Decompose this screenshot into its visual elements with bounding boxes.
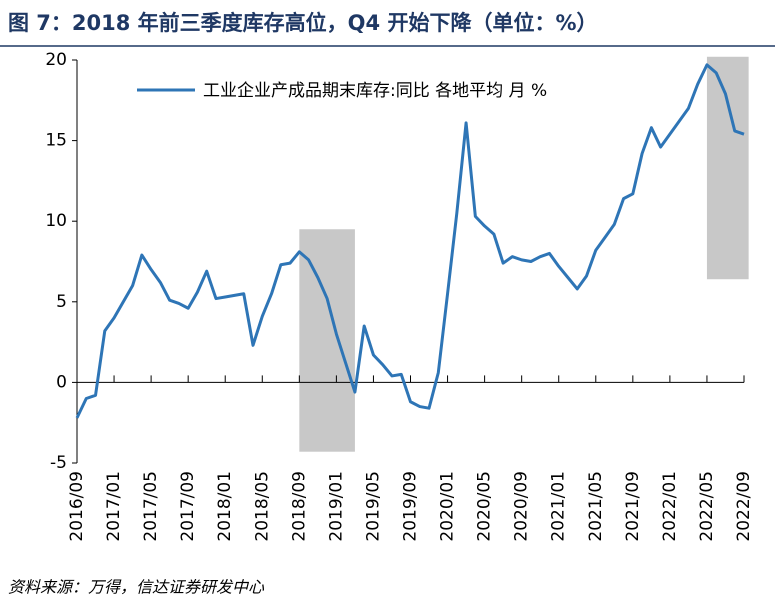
- x-tick-label: 2022/05: [697, 471, 717, 542]
- y-tick-label: 10: [45, 211, 67, 231]
- x-tick-label: 2017/01: [104, 471, 124, 542]
- x-tick-label: 2019/05: [363, 471, 383, 542]
- x-tick-label: 2017/09: [178, 471, 198, 542]
- legend-label: 工业企业产成品期末库存:同比 各地平均 月 %: [203, 81, 547, 101]
- y-tick-label: 20: [45, 50, 67, 70]
- line: [75, 63, 745, 419]
- x-tick-label: 2018/05: [252, 471, 272, 542]
- y-tick-label: 15: [45, 131, 67, 151]
- x-tick-label: 2020/05: [475, 471, 495, 542]
- x-tick-label: 2020/09: [512, 471, 532, 542]
- x-tick-label: 2020/01: [438, 471, 458, 542]
- shaded-region: [706, 56, 749, 280]
- x-tick-label: 2022/09: [734, 471, 754, 542]
- x-tick-label: 2021/09: [623, 471, 643, 542]
- x-tick-label: 2018/09: [289, 471, 309, 542]
- x-tick-label: 2016/09: [67, 471, 87, 542]
- y-tick-label: -5: [50, 453, 67, 473]
- x-tick-label: 2021/05: [586, 471, 606, 542]
- chart-title: 图 7：2018 年前三季度库存高位，Q4 开始下降（单位：%）: [8, 11, 598, 35]
- x-tick-label: 2017/05: [141, 471, 161, 542]
- x-tick-label: 2021/01: [549, 471, 569, 542]
- shaded-region: [299, 229, 355, 452]
- source: 资料来源：万得，信达证券研发中心: [8, 578, 265, 597]
- y-tick-label: 5: [56, 292, 67, 312]
- x-tick-label: 2019/01: [326, 471, 346, 542]
- y-tick-label: 0: [56, 372, 67, 392]
- x-tick-label: 2019/09: [401, 471, 421, 542]
- x-tick-label: 2022/01: [660, 471, 680, 542]
- x-tick-label: 2018/01: [215, 471, 235, 542]
